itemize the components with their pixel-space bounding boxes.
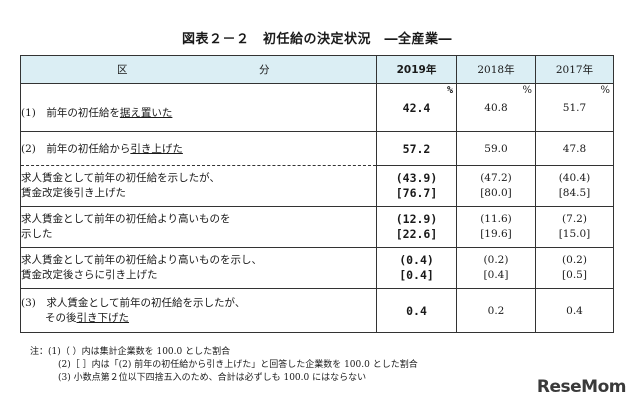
row-kept: (1) 前年の初任給を据え置いた % 42.4 % 40.8 % 51.7	[20, 83, 614, 132]
subrow-2-2019: (12.9) [22.6]	[376, 206, 457, 248]
subrow-2-2018: (11.6) [19.6]	[456, 206, 536, 248]
row-raised-2019: 57.2	[376, 131, 457, 166]
subrow-3: 求人賃金として前年の初任給より高いものを示し、 賃金改定後さらに引き上げた (0…	[20, 247, 614, 289]
header-2018: 2018年	[456, 55, 536, 84]
row-kept-2018: % 40.8	[456, 83, 536, 132]
row-raised: (2) 前年の初任給から引き上げた 57.2 59.0 47.8	[20, 131, 614, 166]
row-raised-2018: 59.0	[456, 131, 536, 166]
row-lowered-2018: 0.2	[456, 288, 536, 333]
row-lowered-2017: 0.4	[535, 288, 614, 333]
row-raised-2017: 47.8	[535, 131, 614, 166]
header-kubun: 区 分	[20, 55, 377, 84]
row-lowered-label: (3) 求人賃金として前年の初任給を示したが、 その後引き下げた	[20, 288, 377, 333]
resemom-logo: ReseMom	[536, 377, 627, 397]
decision-status-table: 区 分 2019年 2018年 2017年 (1) 前年の初任給を据え置いた %…	[20, 55, 614, 333]
header-kubun-a: 区	[117, 64, 128, 76]
footnote-3: (3) 小数点第２位以下四捨五入のため、合計は必ずしも 100.0 にはならない	[58, 373, 367, 383]
header-2019: 2019年	[376, 55, 457, 84]
table-title: 図表２－２ 初任給の決定状況 ―全産業―	[181, 32, 452, 47]
header-2017: 2017年	[535, 55, 614, 84]
subrow-1: 求人賃金として前年の初任給を示したが、 賃金改定後引き上げた (43.9) [7…	[20, 165, 614, 207]
subrow-2: 求人賃金として前年の初任給より高いものを 示した (12.9) [22.6] (…	[20, 206, 614, 248]
footnotes: 注：(1)（ ）内は集計企業数を 100.0 とした割合 (2)［ ］内は「(2…	[30, 346, 418, 385]
subrow-2-2017: (7.2) [15.0]	[535, 206, 614, 248]
header-row: 区 分 2019年 2018年 2017年	[20, 55, 614, 84]
subrow-1-2019: (43.9) [76.7]	[376, 165, 457, 207]
subrow-3-2017: (0.2) [0.5]	[535, 247, 614, 289]
subrow-3-2018: (0.2) [0.4]	[456, 247, 536, 289]
subrow-1-2017: (40.4) [84.5]	[535, 165, 614, 207]
subrow-2-label: 求人賃金として前年の初任給より高いものを 示した	[20, 206, 377, 248]
row-lowered-2019: 0.4	[376, 288, 457, 333]
subrow-3-label: 求人賃金として前年の初任給より高いものを示し、 賃金改定後さらに引き上げた	[20, 247, 377, 289]
row-lowered: (3) 求人賃金として前年の初任給を示したが、 その後引き下げた 0.4 0.2…	[20, 288, 614, 333]
header-kubun-b: 分	[259, 64, 270, 76]
subrow-3-2019: (0.4) [0.4]	[376, 247, 457, 289]
row-kept-2017: % 51.7	[535, 83, 614, 132]
row-kept-2019: % 42.4	[376, 83, 457, 132]
footnote-2: (2)［ ］内は「(2) 前年の初任給から引き上げた」と回答した企業数を 100…	[58, 360, 418, 370]
subrow-1-2018: (47.2) [80.0]	[456, 165, 536, 207]
row-raised-label: (2) 前年の初任給から引き上げた	[20, 131, 377, 166]
row-kept-label: (1) 前年の初任給を据え置いた	[20, 83, 377, 132]
subrow-1-label: 求人賃金として前年の初任給を示したが、 賃金改定後引き上げた	[20, 165, 377, 207]
footnote-1: 注：(1)（ ）内は集計企業数を 100.0 とした割合	[30, 347, 231, 357]
